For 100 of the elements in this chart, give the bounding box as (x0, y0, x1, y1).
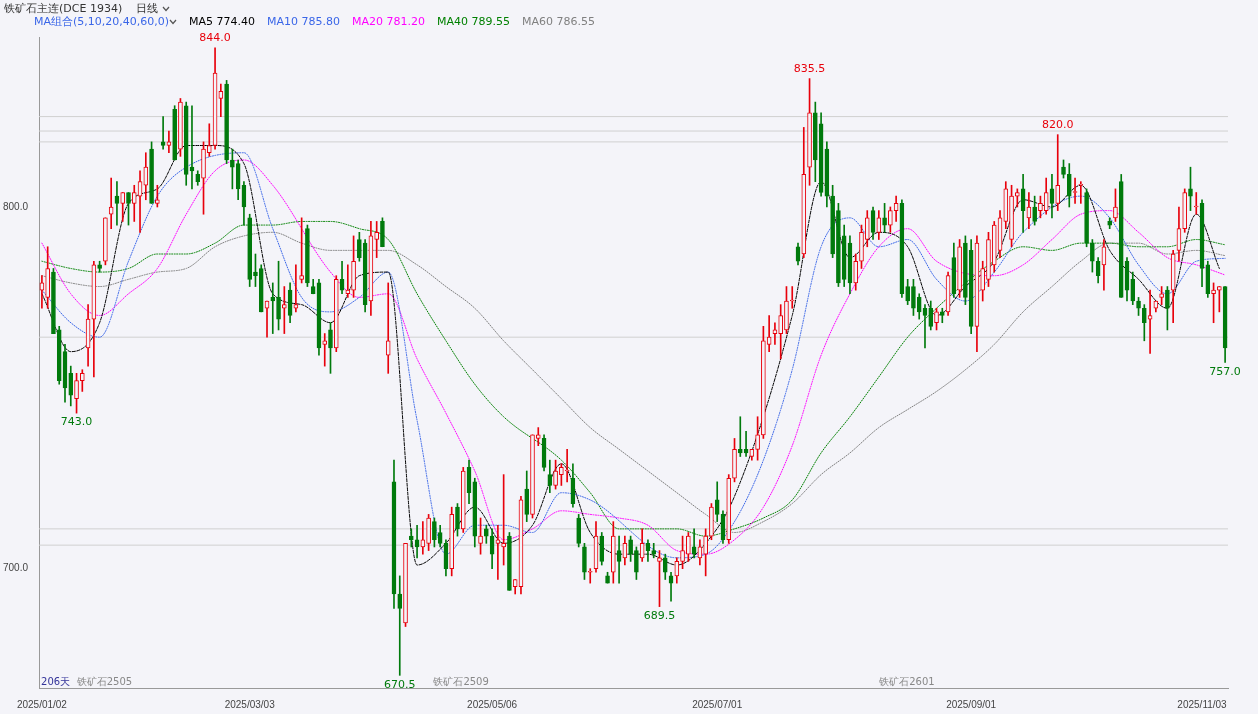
candlestick (789, 286, 795, 309)
candlestick (1107, 217, 1113, 230)
candlestick (322, 333, 328, 367)
y-tick-label: 800.0 (2, 200, 29, 212)
candlestick (634, 546, 639, 580)
candlestick (1015, 188, 1020, 208)
candlestick (126, 192, 131, 226)
chart-subtitle: 日线 (136, 1, 160, 16)
candlestick (345, 264, 351, 298)
candlestick (934, 307, 939, 331)
candlestick (97, 260, 102, 273)
candlestick (230, 148, 235, 190)
candlestick (836, 203, 841, 287)
candlestick (51, 268, 56, 334)
candlestick (957, 239, 962, 298)
candlestick (1159, 286, 1164, 305)
candlestick (374, 221, 379, 258)
candlestick (882, 203, 887, 233)
candlestick (737, 416, 743, 457)
candlestick (495, 524, 501, 580)
candlestick (408, 528, 414, 548)
candlestick (807, 78, 812, 186)
candlestick (1078, 181, 1084, 204)
candlestick (426, 514, 431, 551)
candlestick (149, 141, 154, 204)
candlestick (357, 231, 362, 262)
annotation: 铁矿石2505 (75, 675, 133, 687)
candlestick (74, 373, 79, 414)
candlestick (1038, 195, 1043, 219)
candlestick (206, 123, 212, 157)
candlestick (45, 246, 51, 309)
candlestick (1211, 282, 1216, 324)
candlestick (224, 80, 229, 164)
annotation: 铁矿石2601 (878, 675, 935, 687)
candlestick (686, 532, 691, 562)
candlestick (178, 98, 183, 157)
candlestick (305, 224, 310, 287)
x-tick-label: 2025/07/01 (692, 698, 743, 710)
candlestick (703, 528, 708, 577)
annotation: 670.5 (384, 677, 416, 691)
candlestick (103, 217, 108, 266)
candlestick (1009, 184, 1014, 248)
annotation: 689.5 (643, 608, 676, 622)
candlestick (501, 474, 506, 566)
text: MA40 789.55 (437, 15, 511, 28)
candlestick (582, 543, 587, 580)
annotation: 820.0 (1041, 118, 1074, 132)
x-tick-label: 2025/11/03 (1177, 698, 1228, 710)
x-tick-label: 2025/05/06 (467, 698, 518, 710)
candlestick (859, 224, 864, 269)
candlestick (576, 514, 582, 548)
x-tick-label: 2025/01/02 (16, 698, 68, 710)
candlestick (507, 532, 512, 591)
candlestick (1090, 239, 1095, 273)
text: MA5 774.40 (189, 15, 256, 28)
candlestick (79, 369, 85, 392)
candlestick (911, 278, 916, 316)
candlestick (553, 459, 558, 490)
candlestick (1061, 159, 1066, 179)
candlestick (657, 550, 662, 607)
candlestick (385, 282, 391, 374)
candlestick (432, 517, 437, 548)
candlestick (478, 517, 483, 555)
candlestick (1113, 188, 1118, 222)
annotation: 743.0 (60, 415, 93, 429)
candlestick (403, 543, 408, 627)
candlestick (535, 427, 541, 447)
candlestick (455, 503, 460, 537)
y-tick-label: 700.0 (2, 562, 29, 574)
candlestick (172, 105, 177, 161)
annotation: 206天 (41, 675, 71, 687)
candlestick (610, 521, 616, 584)
candlestick (778, 304, 784, 360)
candlestick (963, 235, 968, 305)
candlestick (905, 278, 910, 305)
candlestick (755, 416, 760, 461)
candlestick (201, 141, 206, 215)
candlestick (587, 568, 593, 584)
x-tick-label: 2025/09/01 (946, 698, 997, 710)
candlestick (986, 231, 991, 287)
candlestick (276, 260, 281, 331)
candlestick (1141, 304, 1147, 342)
x-tick-label: 2025/03/03 (224, 698, 276, 710)
candlestick (328, 322, 333, 374)
candlestick (1193, 192, 1199, 215)
text: MA20 781.20 (352, 15, 426, 28)
candlestick (397, 575, 403, 676)
candlestick (812, 101, 818, 182)
candlestick (559, 463, 564, 486)
text: MA10 785.80 (267, 15, 341, 28)
candlestick (253, 253, 258, 287)
candlestick (888, 206, 893, 233)
candlestick (108, 177, 114, 230)
candlestick (709, 503, 714, 541)
candlestick (351, 235, 356, 298)
candlestick (784, 286, 789, 334)
candlestick (1055, 134, 1061, 211)
candlestick (761, 326, 766, 439)
candlestick (299, 217, 304, 284)
candlestick (628, 535, 633, 562)
